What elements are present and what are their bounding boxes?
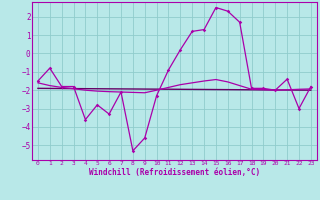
X-axis label: Windchill (Refroidissement éolien,°C): Windchill (Refroidissement éolien,°C) [89,168,260,177]
